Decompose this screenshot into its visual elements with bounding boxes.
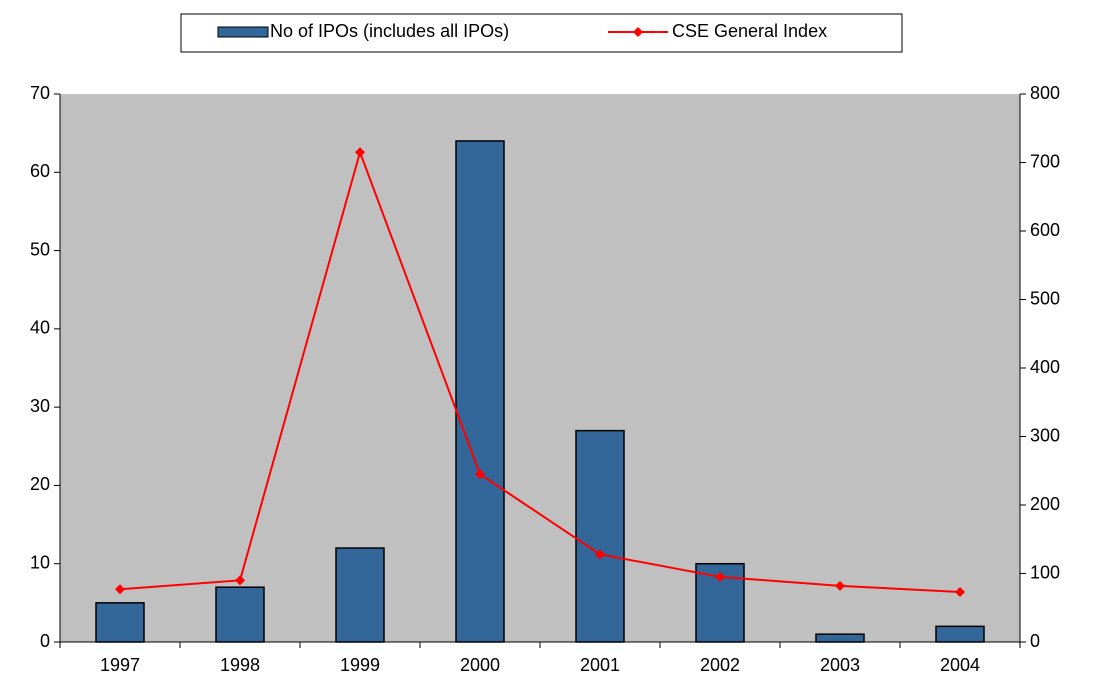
x-tick-label: 1999 [340, 655, 380, 675]
y-tick-label: 20 [30, 474, 50, 494]
y2-tick-label: 200 [1030, 494, 1060, 514]
bar [935, 625, 985, 643]
bar [95, 602, 145, 643]
y2-tick-label: 700 [1030, 151, 1060, 171]
y-tick-label: 30 [30, 396, 50, 416]
x-tick-label: 2000 [460, 655, 500, 675]
y-tick-label: 10 [30, 552, 50, 572]
plot-area [60, 94, 1020, 642]
legend-box [180, 13, 903, 53]
marker [595, 549, 605, 560]
bar [575, 429, 625, 643]
x-tick-label: 2004 [940, 655, 980, 675]
y2-tick-label: 800 [1030, 83, 1060, 103]
y2-tick-label: 400 [1030, 357, 1060, 377]
bar [335, 547, 385, 643]
y-tick-label: 0 [40, 631, 50, 651]
x-tick-label: 1997 [100, 655, 140, 675]
y-tick-label: 50 [30, 239, 50, 259]
legend-marker [633, 27, 643, 37]
y-tick-label: 70 [30, 83, 50, 103]
y-tick-label: 40 [30, 318, 50, 338]
x-tick-label: 2003 [820, 655, 860, 675]
line [119, 149, 961, 593]
marker [115, 584, 125, 595]
y2-tick-label: 300 [1030, 425, 1060, 445]
marker [475, 469, 485, 480]
marker [715, 571, 725, 582]
y2-tick-label: 500 [1030, 288, 1060, 308]
legend-swatch [217, 26, 269, 38]
marker [235, 575, 245, 586]
y2-tick-label: 0 [1030, 631, 1040, 651]
bar [455, 140, 505, 643]
x-tick-label: 2002 [700, 655, 740, 675]
bar [215, 586, 265, 643]
bar [815, 633, 865, 643]
y-tick-label: 60 [30, 161, 50, 181]
marker [355, 147, 365, 158]
legend-label: No of IPOs (includes all IPOs) [270, 21, 509, 41]
x-tick-label: 2001 [580, 655, 620, 675]
y2-tick-label: 100 [1030, 562, 1060, 582]
marker [955, 586, 965, 597]
legend-label: CSE General Index [672, 21, 827, 41]
x-tick-label: 1998 [220, 655, 260, 675]
marker [835, 580, 845, 591]
y2-tick-label: 600 [1030, 220, 1060, 240]
